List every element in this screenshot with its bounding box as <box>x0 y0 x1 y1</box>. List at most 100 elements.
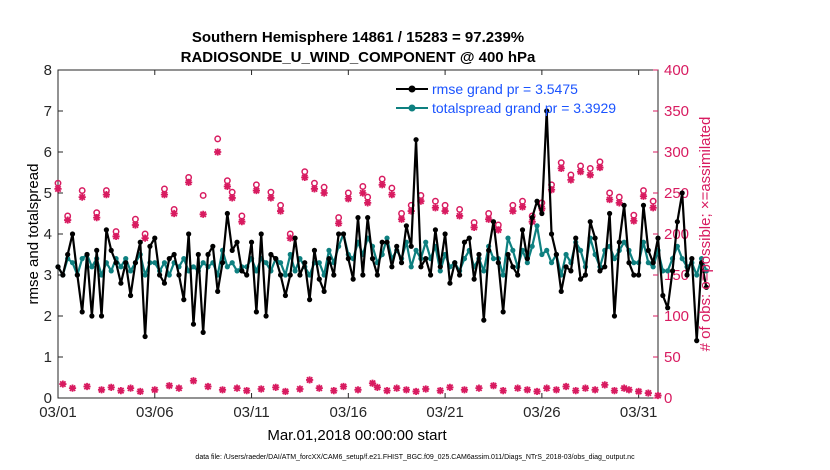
rmse-point <box>389 264 395 270</box>
rmse-point <box>616 239 622 245</box>
y-tick-label-left: 7 <box>44 103 52 120</box>
y-tick-label-right: 100 <box>664 308 689 325</box>
obs-assimilated-marker <box>620 384 628 392</box>
obs-assimilated-marker <box>296 385 304 393</box>
rmse-point <box>273 256 279 262</box>
y-tick-label-left: 4 <box>44 226 52 243</box>
rmse-point <box>544 108 550 114</box>
totalspread-point <box>679 256 685 262</box>
rmse-point <box>326 256 332 262</box>
obs-assimilated-marker <box>223 182 231 191</box>
obs-assimilated-marker <box>533 387 541 396</box>
obs-assimilated-marker <box>59 380 67 388</box>
rmse-point <box>481 317 487 323</box>
rmse-point <box>694 338 700 344</box>
totalspread-point <box>703 268 709 274</box>
obs-assimilated-marker <box>581 384 590 392</box>
rmse-point <box>403 223 409 229</box>
rmse-point <box>157 272 163 278</box>
rmse-point <box>394 243 400 249</box>
totalspread-point <box>384 235 390 241</box>
totalspread-point <box>277 260 284 266</box>
x-tick-label: 03/01 <box>39 404 77 421</box>
obs-assimilated-marker <box>233 384 241 392</box>
totalspread-point <box>534 223 540 229</box>
y-tick-label-right: 250 <box>664 185 689 202</box>
totalspread-point <box>577 247 584 253</box>
obs-assimilated-marker <box>131 221 140 229</box>
rmse-point <box>181 297 187 303</box>
rmse-point <box>248 239 255 245</box>
obs-assimilated-marker <box>315 384 323 392</box>
rmse-point <box>277 272 284 278</box>
obs-assimilated-marker <box>301 173 309 182</box>
rmse-point <box>427 272 434 278</box>
obs-assimilated-marker <box>214 148 222 156</box>
totalspread-point <box>292 268 298 274</box>
rmse-point <box>79 309 85 315</box>
totalspread-point <box>529 243 535 249</box>
rmse-point <box>200 329 206 335</box>
rmse-point <box>476 251 482 258</box>
obs-assimilated-marker <box>596 163 604 172</box>
rmse-point <box>698 260 705 266</box>
rmse-point <box>582 272 589 278</box>
y-tick-label-right: 50 <box>664 349 681 366</box>
obs-assimilated-marker <box>644 389 652 397</box>
rmse-point <box>190 321 197 327</box>
obs-assimilated-marker <box>306 376 314 384</box>
rmse-point <box>123 260 129 266</box>
rmse-point <box>336 231 342 237</box>
rmse-point <box>500 309 506 315</box>
obs-assimilated-marker <box>518 203 527 211</box>
rmse-point <box>355 215 361 221</box>
rmse-point <box>452 260 458 266</box>
y-tick-label-left: 8 <box>44 62 52 79</box>
rmse-series <box>55 108 709 344</box>
rmse-point <box>529 215 535 221</box>
rmse-point <box>84 251 90 258</box>
obs-assimilated-marker <box>552 386 560 394</box>
rmse-point <box>263 313 269 319</box>
obs-assimilated-marker <box>272 383 280 391</box>
obs-assimilated-marker <box>368 379 377 387</box>
rmse-point <box>432 227 439 233</box>
totalspread-point <box>127 268 134 274</box>
obs-assimilated-marker <box>523 386 531 394</box>
obs-assimilated-marker <box>509 207 517 215</box>
obs-assimilated-marker <box>170 209 178 218</box>
rmse-point <box>321 288 327 294</box>
totalspread-point <box>500 272 506 278</box>
y-axis-label-right: # of obs: o=possible; ×=assimilated <box>697 117 714 352</box>
rmse-point <box>408 243 414 249</box>
obs-assimilated-marker <box>514 384 522 392</box>
rmse-point <box>224 210 230 217</box>
rmse-point <box>457 272 463 278</box>
obs-possible-marker <box>456 205 464 213</box>
rmse-point <box>471 276 477 282</box>
rmse-point <box>234 239 240 245</box>
obs-assimilated-marker <box>378 181 386 189</box>
rmse-point <box>374 272 380 278</box>
rmse-point <box>413 137 419 143</box>
plot-area <box>57 69 659 399</box>
obs-assimilated-marker <box>141 234 149 242</box>
rmse-point <box>253 309 259 315</box>
obs-assimilated-marker <box>557 164 565 172</box>
rmse-point <box>466 235 472 241</box>
y-axis-left: 0 1 2 3 4 5 6 7 8 <box>44 62 63 407</box>
obs-assimilated-marker <box>257 385 265 393</box>
obs-assimilated-marker <box>238 218 246 226</box>
obs-possible-marker <box>214 135 222 143</box>
data-file-footnote: data file: /Users/raeder/DAI/ATM_forcXX/… <box>195 454 635 461</box>
legend: rmse grand pr = 3.5475 totalspread grand… <box>396 81 616 116</box>
totalspread-point <box>505 235 511 241</box>
rmse-point <box>563 264 569 270</box>
obs-assimilated-marker <box>276 207 285 215</box>
rmse-point <box>282 292 289 299</box>
rmse-point <box>161 280 168 286</box>
totalspread-point <box>481 268 487 274</box>
totalspread-point <box>69 260 76 266</box>
